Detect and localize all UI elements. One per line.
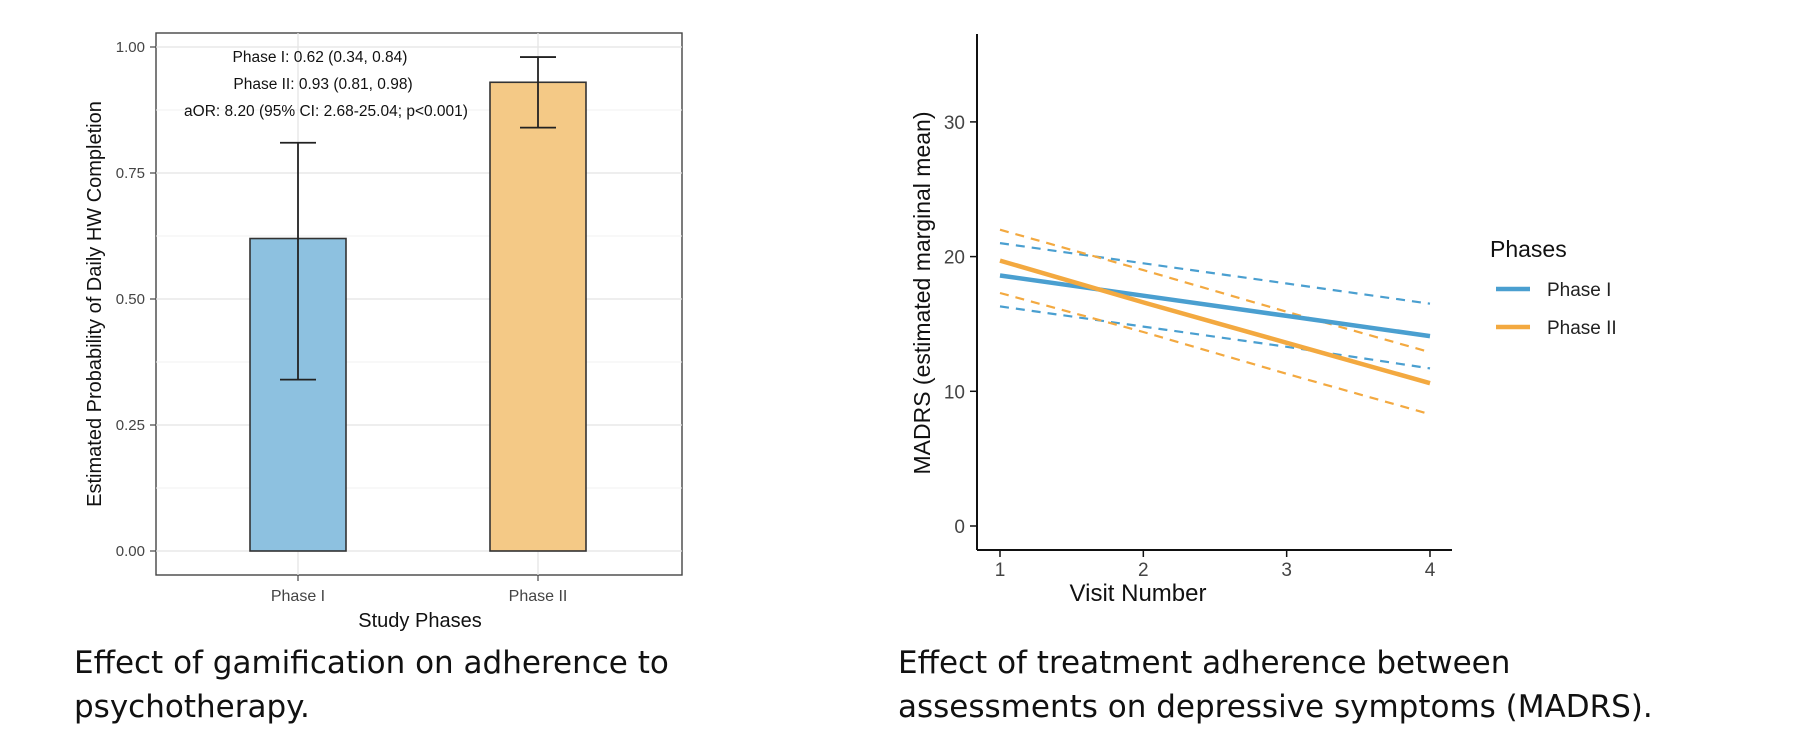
ci-lower-phase-ii — [999, 291, 1431, 416]
bar-y-tick-label: 0.50 — [116, 291, 145, 308]
line-x-tick-label: 4 — [1425, 560, 1436, 581]
line-legend: Phases Phase I Phase II — [1490, 236, 1617, 339]
bar-x-axis-label: Study Phases — [358, 610, 481, 632]
line-x-tick-label: 2 — [1138, 560, 1149, 581]
line-y-tick-label: 0 — [954, 517, 965, 538]
legend-label-phase-i: Phase I — [1547, 280, 1611, 301]
line-chart: 0 10 20 30 1 2 3 4 Visit Number MADRS (estimat… — [909, 34, 1617, 607]
right-figure-caption: Effect of treatment adherence between as… — [898, 641, 1758, 729]
bar-chart: 0.00 0.25 0.50 0.75 1.00 Phase I Phase II Stu… — [84, 32, 683, 632]
bar-x-tick-label: Phase II — [509, 588, 568, 605]
left-caption-line-2: psychotherapy. — [74, 689, 310, 725]
left-figure-caption: Effect of gamification on adherence to p… — [74, 641, 714, 729]
ci-upper-phase-ii — [999, 228, 1431, 354]
bar-y-axis-label: Estimated Probability of Daily HW Comple… — [84, 101, 106, 507]
line-x-axis: 1 2 3 4 — [995, 550, 1436, 581]
line-x-tick-label: 3 — [1281, 560, 1292, 581]
right-caption-line-1: Effect of treatment adherence between — [898, 645, 1511, 681]
bar-annotation-aor: aOR: 8.20 (95% CI: 2.68-25.04; p<0.001) — [184, 103, 468, 120]
line-y-tick-label: 10 — [944, 382, 965, 403]
line-y-tick-label: 30 — [944, 113, 965, 134]
line-y-axis-label: MADRS (estimated marginal mean) — [909, 111, 935, 474]
bar-annotation-phase-2: Phase II: 0.93 (0.81, 0.98) — [233, 76, 412, 93]
line-phase-ii — [999, 258, 1431, 386]
ci-upper-phase-i — [999, 242, 1431, 305]
legend-title: Phases — [1490, 236, 1567, 262]
line-y-tick-label: 20 — [944, 248, 965, 269]
line-phase-i — [999, 273, 1431, 339]
line-y-axis: 0 10 20 30 — [944, 113, 977, 538]
line-x-axis-label: Visit Number — [1070, 580, 1207, 607]
bar-error-bars — [280, 56, 556, 381]
left-caption-line-1: Effect of gamification on adherence to — [74, 645, 669, 681]
bar-y-tick-label: 0.00 — [116, 543, 145, 560]
bar-x-tick-label: Phase I — [271, 588, 325, 605]
line-series — [999, 228, 1431, 416]
right-caption-line-2: assessments on depressive symptoms (MADR… — [898, 689, 1653, 725]
bar-x-axis: Phase I Phase II — [271, 575, 567, 605]
bar-annotation-phase-1: Phase I: 0.62 (0.34, 0.84) — [233, 49, 408, 66]
bar-phase-ii — [489, 81, 587, 552]
bar-plot-panel — [155, 32, 683, 576]
ci-lower-phase-i — [999, 305, 1431, 370]
bar-y-tick-label: 1.00 — [116, 39, 145, 56]
legend-label-phase-ii: Phase II — [1547, 318, 1617, 339]
bar-y-tick-label: 0.25 — [116, 417, 145, 434]
bar-y-axis: 0.00 0.25 0.50 0.75 1.00 — [116, 39, 156, 560]
bar-y-tick-label: 0.75 — [116, 165, 145, 182]
line-x-tick-label: 1 — [995, 560, 1006, 581]
